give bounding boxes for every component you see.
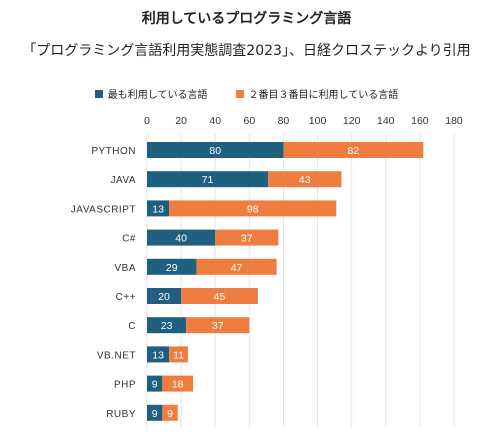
- x-tick-label: 120: [343, 115, 361, 127]
- category-label: JAVA: [110, 175, 136, 186]
- x-tick-label: 80: [278, 115, 290, 127]
- chart-title: 利用しているプログラミング言語: [141, 11, 352, 27]
- category-label: C++: [116, 292, 136, 303]
- data-label: 80: [209, 145, 221, 157]
- data-label: 13: [152, 203, 164, 215]
- legend: 最も利用している言語 ２番目３番目に利用している言語: [0, 86, 493, 101]
- data-label: 37: [212, 320, 224, 332]
- legend-swatch-series2: [235, 89, 244, 98]
- data-label: 20: [158, 291, 170, 303]
- legend-item-series1: 最も利用している言語: [94, 86, 208, 101]
- bar-segment: [147, 171, 269, 188]
- x-tick-label: 180: [445, 115, 463, 127]
- data-label: 40: [175, 233, 187, 245]
- legend-item-series2: ２番目３番目に利用している言語: [235, 86, 399, 101]
- data-label: 71: [202, 174, 214, 186]
- chart-subtitle: 「プログラミング言語利用実態調査2023」、日経クロステックより引用: [22, 43, 471, 59]
- bar-segment: [147, 346, 170, 363]
- x-tick-label: 140: [377, 115, 395, 127]
- category-label: C: [128, 321, 136, 332]
- category-label: VB.NET: [97, 350, 136, 361]
- bar-segment: [169, 346, 188, 363]
- data-label: 9: [152, 379, 158, 391]
- x-tick-label: 20: [175, 115, 187, 127]
- bar-segment: [147, 317, 187, 334]
- data-label: 11: [173, 349, 184, 361]
- x-tick-label: 100: [309, 115, 327, 127]
- x-tick-label: 160: [411, 115, 429, 127]
- category-label: PHP: [114, 380, 136, 391]
- data-label: 47: [231, 262, 243, 274]
- data-label: 45: [214, 291, 226, 303]
- legend-label-series2: ２番目３番目に利用している言語: [248, 90, 399, 101]
- bar-segment: [162, 375, 194, 392]
- bar-segment: [147, 258, 197, 275]
- category-label: C#: [122, 234, 136, 245]
- bar-segment: [147, 375, 163, 392]
- bar-segment: [186, 317, 250, 334]
- legend-label-series1: 最も利用している言語: [107, 90, 208, 101]
- category-label: VBA: [114, 263, 136, 274]
- category-label: JAVASCRIPT: [71, 204, 136, 215]
- bar-segment: [147, 229, 216, 246]
- category-label: RUBY: [106, 409, 136, 420]
- x-tick-label: 40: [209, 115, 221, 127]
- data-label: 98: [247, 203, 259, 215]
- data-label: 82: [348, 145, 360, 157]
- x-tick-label: 60: [243, 115, 255, 127]
- bar-segment: [147, 404, 163, 421]
- bar-segment: [268, 171, 342, 188]
- bar-segment: [215, 229, 279, 246]
- legend-swatch-series1: [94, 89, 103, 98]
- bar-segment: [196, 258, 277, 275]
- bar-segment: [169, 200, 337, 217]
- data-label: 23: [161, 320, 173, 332]
- bar-segment: [147, 142, 284, 158]
- data-label: 9: [167, 408, 173, 420]
- data-label: 18: [172, 379, 184, 391]
- bar-segment: [147, 288, 182, 304]
- data-label: 13: [152, 349, 164, 361]
- bar-segment: [147, 200, 170, 217]
- data-label: 43: [299, 174, 311, 186]
- bar-segment: [162, 404, 178, 421]
- bar-segment: [283, 142, 424, 158]
- category-label: PYTHON: [91, 146, 136, 157]
- data-label: 9: [152, 408, 158, 420]
- data-label: 29: [166, 262, 178, 274]
- data-label: 37: [241, 233, 253, 245]
- x-tick-label: 0: [144, 115, 150, 127]
- bar-segment: [181, 288, 258, 304]
